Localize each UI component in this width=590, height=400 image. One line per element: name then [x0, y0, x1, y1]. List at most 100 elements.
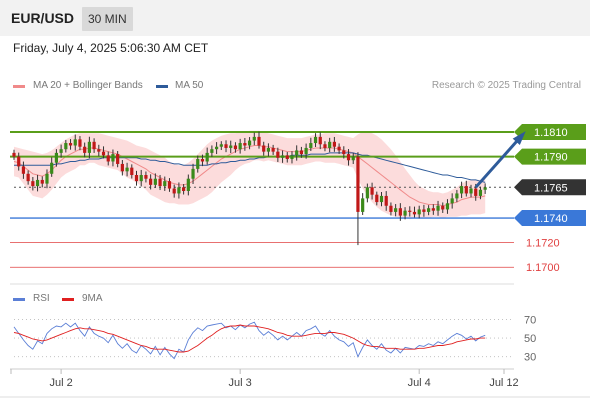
level-label-1.1740: 1.1740	[534, 213, 568, 225]
x-tick-label: Jul 12	[489, 377, 518, 389]
candle-body	[73, 139, 77, 146]
candle-body	[26, 173, 30, 182]
level-tag-1.1765	[514, 179, 586, 196]
candle-body	[12, 152, 16, 157]
candle-body	[229, 145, 233, 148]
candle-body	[191, 168, 195, 179]
candle-body	[445, 203, 450, 210]
candle-body	[196, 159, 200, 169]
candle-body	[87, 141, 91, 153]
candle-body	[134, 175, 139, 182]
candle-body	[422, 209, 426, 212]
candle-body	[186, 178, 190, 191]
candle-body	[130, 167, 134, 176]
candle-body	[318, 136, 322, 145]
ma9-legend-swatch	[62, 298, 74, 301]
candle-body	[389, 205, 393, 212]
candle-body	[375, 194, 379, 203]
ma50-line	[14, 152, 486, 183]
candle-body	[125, 167, 129, 172]
candle-body	[219, 144, 223, 147]
candle-body	[266, 147, 271, 152]
candle-body	[200, 159, 205, 162]
candle-body	[120, 163, 124, 172]
candle-body	[214, 146, 219, 150]
rsi-line	[13, 321, 486, 360]
copyright-text: Research © 2025 Trading Central	[431, 80, 581, 91]
candle-body	[351, 156, 355, 161]
candle-body	[68, 143, 73, 146]
candle-body	[243, 143, 247, 146]
candle-body	[323, 144, 327, 148]
rsi-tick-30: 30	[524, 352, 536, 364]
candle-body	[50, 162, 54, 174]
candle-body	[474, 188, 478, 196]
candle-body	[172, 188, 176, 194]
candle-body	[337, 146, 341, 151]
candle-body	[478, 189, 483, 196]
candle-body	[153, 178, 157, 185]
candle-body	[304, 147, 308, 155]
candle-body	[257, 136, 261, 146]
candle-body	[290, 155, 294, 160]
candle-body	[427, 208, 431, 212]
candle-body	[455, 193, 459, 199]
candle-body	[106, 155, 110, 162]
candle-body	[285, 155, 289, 160]
chart-header: EUR/USD 30 MIN	[0, 0, 590, 36]
level-label-1.1790: 1.1790	[534, 152, 568, 164]
rsi-legend-swatch	[13, 298, 25, 301]
candle-body	[262, 145, 266, 152]
ma50-legend-label: MA 50	[175, 80, 204, 91]
candle-body	[101, 151, 106, 156]
level-label-1.1700: 1.1700	[526, 262, 560, 274]
candle-body	[384, 195, 388, 206]
candle-body	[276, 151, 280, 158]
candle-body	[247, 140, 252, 146]
candle-body	[163, 181, 167, 187]
symbol-label: EUR/USD	[11, 10, 75, 26]
projection-arrow-head	[512, 131, 526, 146]
rsi-tick-50: 50	[524, 333, 536, 345]
ma9-legend-label: 9MA	[82, 293, 103, 304]
bollinger-legend-swatch	[13, 85, 25, 88]
candle-body	[459, 186, 464, 194]
candle-body	[139, 175, 143, 182]
candle-body	[210, 149, 214, 153]
bollinger-legend-label: MA 20 + Bollinger Bands	[33, 80, 143, 91]
candle-body	[299, 150, 304, 155]
candle-body	[111, 154, 115, 162]
candle-body	[356, 156, 360, 212]
projection-arrow	[474, 133, 524, 189]
bollinger-band	[14, 130, 486, 220]
candle-body	[78, 139, 82, 147]
x-tick-label: Jul 3	[229, 377, 252, 389]
candle-body	[332, 141, 336, 147]
candle-body	[365, 187, 369, 199]
candle-body	[116, 154, 120, 164]
candle-body	[417, 209, 421, 215]
candle-body	[238, 143, 242, 150]
candle-body	[379, 195, 384, 203]
candle-body	[464, 186, 468, 194]
candle-body	[92, 141, 96, 150]
ma50-legend-swatch	[156, 85, 168, 88]
candle-body	[40, 179, 44, 184]
level-label-1.1720: 1.1720	[526, 238, 560, 250]
candle-body	[158, 178, 162, 187]
candle-body	[97, 149, 101, 152]
candle-body	[295, 150, 299, 156]
rsi-tick-70: 70	[524, 314, 536, 326]
candle-body	[394, 208, 398, 212]
candle-body	[342, 150, 346, 155]
candle-body	[408, 210, 412, 212]
timeframe-button[interactable]: 30 MIN	[82, 7, 133, 31]
candle-body	[224, 144, 228, 148]
candle-body	[346, 154, 351, 161]
level-label-1.1810: 1.1810	[534, 127, 568, 139]
candle-body	[144, 175, 148, 179]
candle-body	[361, 198, 365, 212]
candle-body	[469, 188, 473, 194]
candle-body	[412, 211, 417, 215]
